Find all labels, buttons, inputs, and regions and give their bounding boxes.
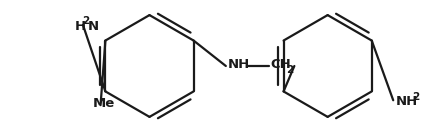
Text: H: H [75,20,86,33]
Text: 2: 2 [83,16,90,26]
Text: Me: Me [93,97,115,110]
Text: NH: NH [228,58,250,70]
Text: CH: CH [271,58,291,70]
Text: NH: NH [396,95,418,108]
Text: 2: 2 [287,65,294,75]
Text: 2: 2 [412,92,419,102]
Text: N: N [88,20,99,33]
